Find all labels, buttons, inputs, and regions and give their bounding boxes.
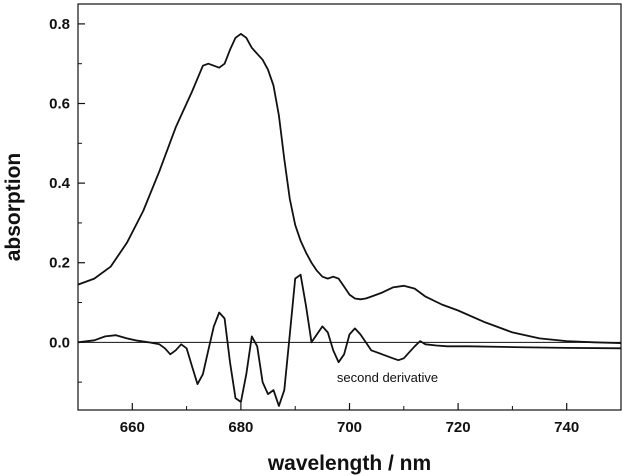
x-tick-label: 680 — [228, 419, 253, 436]
x-tick-label: 660 — [120, 419, 145, 436]
chart-annotations: second derivative — [337, 370, 438, 385]
x-tick-label: 700 — [337, 419, 362, 436]
series-line-1 — [77, 33, 622, 344]
y-axis-title: absorption — [2, 153, 25, 262]
series-lines — [77, 33, 622, 407]
x-tick-label: 740 — [554, 419, 579, 436]
y-tick-label: 0.6 — [49, 96, 70, 113]
x-tick-label: 720 — [446, 419, 471, 436]
y-tick-label: 0.2 — [49, 255, 70, 272]
y-tick-label: 0.8 — [49, 16, 70, 33]
x-axis-ticks: 660 680 700 720 740 — [120, 403, 579, 436]
y-axis-ticks: 0.0 0.2 0.4 0.6 0.8 — [49, 16, 85, 383]
annotation-label: second derivative — [337, 370, 438, 385]
series-line-2 — [77, 273, 622, 407]
y-tick-label: 0.0 — [49, 334, 70, 351]
x-axis-title: wavelength / nm — [267, 452, 431, 475]
y-tick-label: 0.4 — [49, 175, 71, 192]
